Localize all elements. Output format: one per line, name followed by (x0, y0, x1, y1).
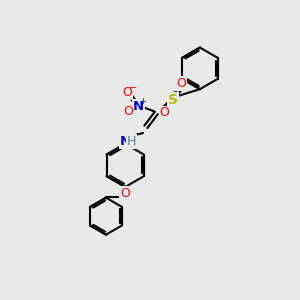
Text: N: N (133, 100, 144, 112)
Text: N: N (120, 135, 131, 148)
Text: +: + (139, 97, 146, 106)
Text: O: O (120, 187, 130, 200)
Text: O: O (122, 86, 132, 100)
Text: S: S (168, 93, 178, 107)
Text: H: H (127, 135, 136, 148)
Text: O: O (123, 105, 133, 118)
Text: O: O (160, 106, 170, 119)
Text: −: − (129, 83, 137, 93)
Text: O: O (176, 77, 186, 90)
